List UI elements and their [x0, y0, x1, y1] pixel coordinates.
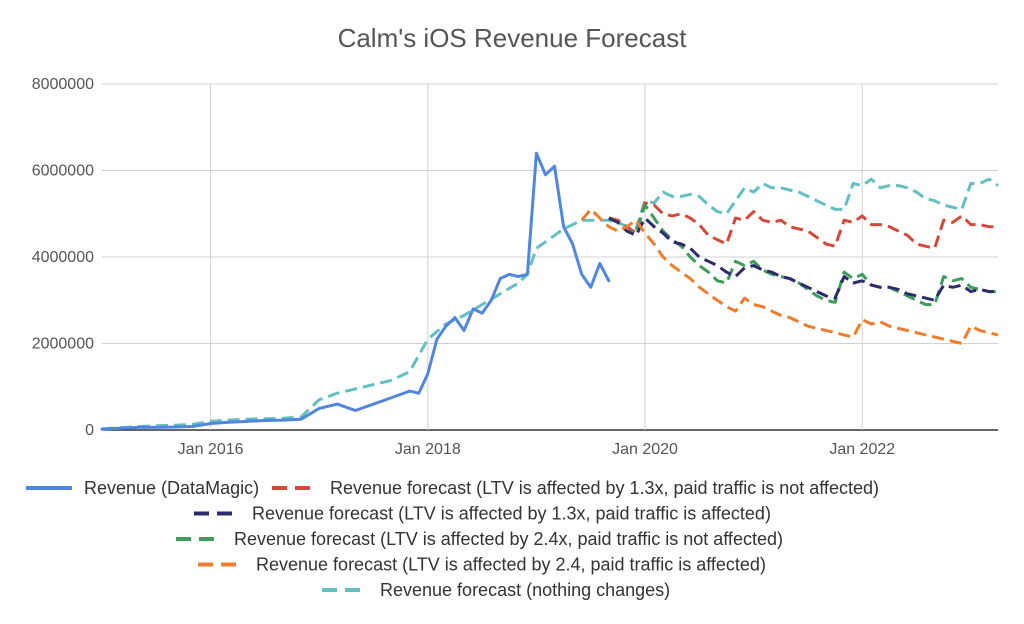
y-tick-label: 0 [85, 422, 94, 439]
x-tick-label: Jan 2022 [829, 441, 895, 458]
series-layer [100, 151, 999, 431]
series-line-0 [100, 151, 611, 431]
legend-item-3[interactable]: Revenue forecast (LTV is affected by 2.4… [176, 529, 783, 549]
x-tick-label: Jan 2018 [395, 441, 461, 458]
y-tick-label: 6000000 [32, 163, 94, 180]
legend-label: Revenue forecast (nothing changes) [380, 580, 670, 600]
x-tick-label: Jan 2020 [612, 441, 678, 458]
legend-item-1[interactable]: Revenue forecast (LTV is affected by 1.3… [272, 478, 879, 498]
x-tick-label: Jan 2016 [178, 441, 244, 458]
legend-label: Revenue (DataMagic) [84, 478, 259, 498]
chart-title: Calm's iOS Revenue Forecast [338, 23, 688, 53]
series-line-4 [580, 207, 999, 345]
series-line-2 [608, 216, 998, 302]
legend-label: Revenue forecast (LTV is affected by 1.3… [252, 504, 771, 524]
legend-item-2[interactable]: Revenue forecast (LTV is affected by 1.3… [194, 504, 771, 524]
y-tick-label: 2000000 [32, 336, 94, 353]
legend-item-0[interactable]: Revenue (DataMagic) [26, 478, 259, 498]
y-tick-label: 4000000 [32, 249, 94, 266]
legend-item-4[interactable]: Revenue forecast (LTV is affected by 2.4… [198, 555, 766, 575]
legend: Revenue (DataMagic) Revenue forecast (LTV… [26, 478, 879, 600]
legend-label: Revenue forecast (LTV is affected by 2.4… [234, 529, 783, 549]
y-tick-label: 8000000 [32, 76, 94, 93]
legend-label: Revenue forecast (LTV is affected by 2.4… [256, 555, 766, 575]
legend-label: Revenue forecast (LTV is affected by 1.3… [330, 478, 879, 498]
legend-item-5[interactable]: Revenue forecast (nothing changes) [322, 580, 670, 600]
series-line-1 [608, 201, 998, 250]
grid-layer [102, 83, 998, 431]
axis-layer: 0 2000000 4000000 6000000 8000000 Jan 2016 Jan… [32, 76, 896, 458]
series-line-5 [101, 177, 999, 431]
